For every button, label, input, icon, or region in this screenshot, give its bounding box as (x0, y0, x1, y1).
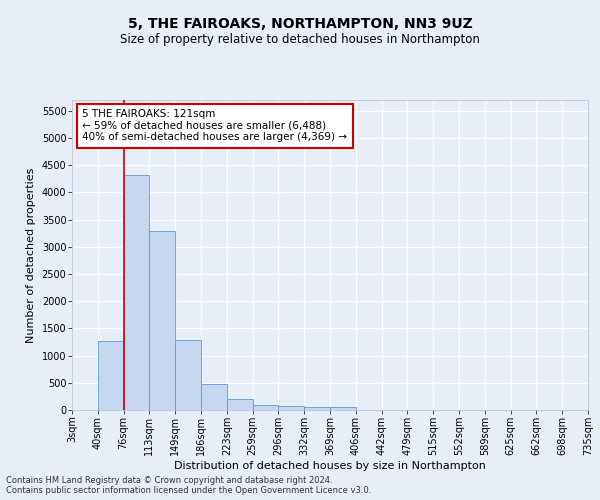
Text: 5, THE FAIROAKS, NORTHAMPTON, NN3 9UZ: 5, THE FAIROAKS, NORTHAMPTON, NN3 9UZ (128, 18, 472, 32)
Bar (98, 341, 124, 410)
Bar (149, 230, 175, 410)
Text: Contains HM Land Registry data © Crown copyright and database right 2024.: Contains HM Land Registry data © Crown c… (6, 476, 332, 485)
Text: Contains public sector information licensed under the Open Government Licence v3: Contains public sector information licen… (6, 486, 371, 495)
Bar (124, 174, 149, 410)
Bar (278, 406, 304, 410)
Y-axis label: Number of detached properties: Number of detached properties (26, 168, 36, 342)
Bar (227, 398, 253, 410)
Bar (201, 384, 227, 410)
Bar (330, 408, 356, 410)
X-axis label: Distribution of detached houses by size in Northampton: Distribution of detached houses by size … (174, 460, 486, 470)
Bar (253, 405, 278, 410)
Text: 5 THE FAIROAKS: 121sqm
← 59% of detached houses are smaller (6,488)
40% of semi-: 5 THE FAIROAKS: 121sqm ← 59% of detached… (82, 110, 347, 142)
Text: Size of property relative to detached houses in Northampton: Size of property relative to detached ho… (120, 32, 480, 46)
Bar (304, 407, 330, 410)
Bar (175, 340, 201, 410)
